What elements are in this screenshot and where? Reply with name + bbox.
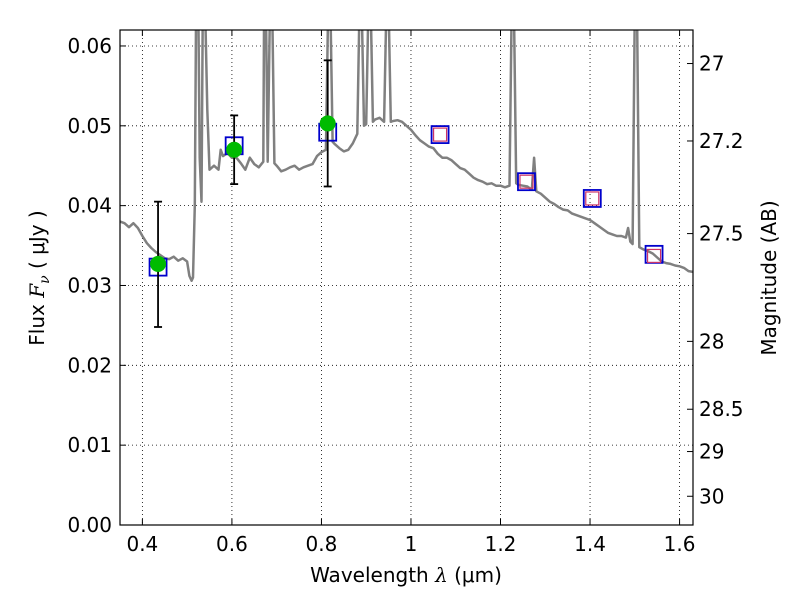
upper-limit-square [519,174,534,189]
y-tick-label: 0.06 [67,34,112,58]
x-tick-label: 1.4 [574,532,606,556]
upper-limit-square [585,191,600,206]
model-square [517,172,536,192]
x-tick-label: 1.2 [485,532,517,556]
data-point [319,115,336,132]
y2-tick-label: 27 [699,52,724,76]
x-tick-label: 0.6 [216,532,248,556]
y2-tick-label: 28 [699,329,724,353]
ticks: 0.4 0.6 0.8 1 1.2 1.4 1.6 0.00 0.01 0.02 0.03 0.04 0… [67,30,744,556]
spectrum-line [120,30,693,282]
y2-tick-label: 28.5 [699,397,744,421]
model-square [430,125,450,144]
x-tick-label: 1.6 [664,532,696,556]
y-tick-label: 0.05 [67,114,112,138]
grid [120,30,693,526]
y-tick-label: 0.01 [67,433,112,457]
series-layer [120,30,693,328]
plot-frame [119,29,694,526]
plot-area [120,30,693,525]
y-tick-label: 0.00 [67,513,112,537]
x-tick-label: 0.8 [306,532,338,556]
y2-tick-label: 27.5 [699,222,744,246]
y-tick-label: 0.04 [67,194,112,218]
y2-axis-label: Magnitude (AB) [757,200,781,355]
y2-tick-label: 30 [699,484,724,508]
y-tick-label: 0.02 [67,353,112,377]
upper-limit-square [432,127,448,142]
x-tick-label: 0.4 [126,532,158,556]
x-axis-label: Wavelength λ (μm) [310,563,502,587]
y-tick-label: 0.03 [67,273,112,297]
y-axis-label: Flux Fν ( μJy ) [25,210,53,345]
model-square [582,189,602,208]
upper-limit-square [646,248,662,264]
y2-tick-label: 27.2 [699,129,744,153]
data-point [150,255,167,272]
y2-tick-label: 29 [699,440,724,464]
x-tick-label: 1 [405,532,418,556]
data-point [226,141,243,158]
